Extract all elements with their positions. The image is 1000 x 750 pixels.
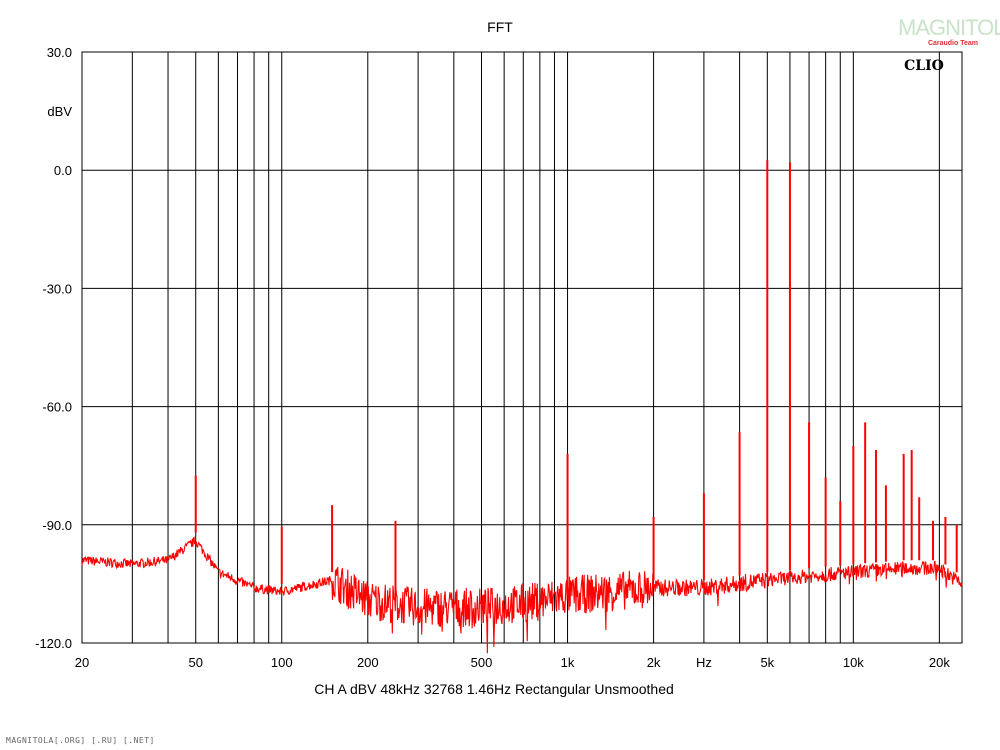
fft-trace-line xyxy=(81,536,963,654)
x-tick-label: 100 xyxy=(271,655,293,670)
x-tick-label: 20 xyxy=(75,655,89,670)
measurement-info: CH A dBV 48kHz 32768 1.46Hz Rectangular … xyxy=(314,681,674,697)
harmonic-peaks xyxy=(194,160,958,597)
x-tick-label: 50 xyxy=(188,655,202,670)
y-tick-label: -90.0 xyxy=(42,518,72,533)
logo-text: MAGNITOLA xyxy=(898,15,1000,40)
x-tick-label: 1k xyxy=(561,655,575,670)
magnitola-logo: MAGNITOLA Caraudio Team xyxy=(898,15,1000,50)
x-tick-label: Hz xyxy=(696,655,712,670)
logo-subtext: Caraudio Team xyxy=(927,40,978,47)
x-tick-label: 20k xyxy=(929,655,950,670)
y-tick-label: -30.0 xyxy=(42,281,72,296)
chart-title: FFT xyxy=(487,19,513,35)
x-axis: 20 50 100 200 500 1k 2k Hz 5k 10k 20k xyxy=(75,655,951,670)
y-axis: 30.0 0.0 -30.0 -60.0 -90.0 -120.0 dBV xyxy=(35,45,72,651)
x-tick-label: 2k xyxy=(647,655,661,670)
chart-grid xyxy=(82,52,962,643)
x-tick-label: 10k xyxy=(843,655,864,670)
x-tick-label: 200 xyxy=(357,655,379,670)
clio-badge: CLIO xyxy=(904,58,944,74)
y-tick-label: 0.0 xyxy=(54,163,72,178)
y-tick-label: 30.0 xyxy=(47,45,72,60)
y-tick-label: dBV xyxy=(47,104,72,119)
y-tick-label: -120.0 xyxy=(35,636,72,651)
x-tick-label: 500 xyxy=(471,655,493,670)
site-watermark: MAGNITOLA[.ORG] [.RU] [.NET] xyxy=(6,736,155,745)
x-tick-label: 5k xyxy=(760,655,774,670)
y-tick-label: -60.0 xyxy=(42,400,72,415)
plot-frame xyxy=(81,51,963,644)
